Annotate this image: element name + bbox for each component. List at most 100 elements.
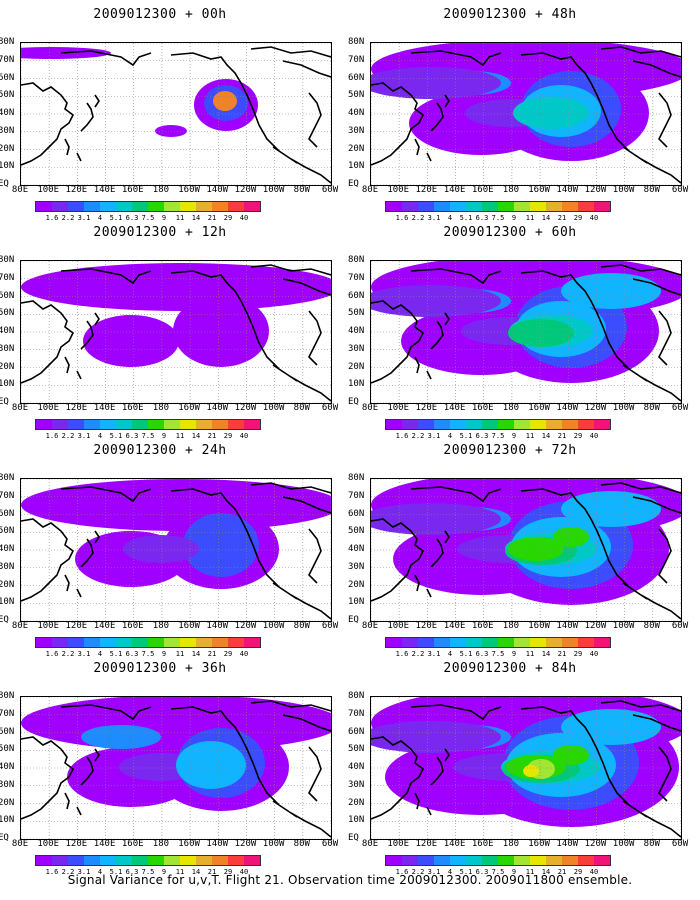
lon-label: 60W (671, 839, 689, 849)
lon-label: 120W (234, 839, 257, 849)
colorbar-label: 14 (191, 650, 201, 658)
colorbar-swatch (562, 638, 578, 647)
colorbar-swatch (196, 202, 212, 211)
colorbar-swatch (514, 638, 530, 647)
colorbar-swatch (164, 420, 180, 429)
colorbar-label: 5.1 (459, 650, 473, 658)
lat-label: 10N (348, 161, 365, 172)
coastline (21, 482, 331, 620)
lat-label: 70N (348, 54, 365, 65)
lon-label: 100W (262, 185, 285, 195)
lat-label: EQ (348, 397, 359, 407)
variance-contour (155, 125, 187, 137)
colorbar-swatch (196, 420, 212, 429)
lon-label: 60W (671, 403, 689, 413)
colorbar-swatch (52, 856, 68, 865)
colorbar (385, 637, 611, 648)
colorbar-label: 29 (573, 432, 583, 440)
colorbar-label: 14 (541, 214, 551, 222)
colorbar-swatch (482, 202, 498, 211)
lat-label: 40N (0, 326, 15, 336)
colorbar-swatch (562, 202, 578, 211)
colorbar-swatch (498, 420, 514, 429)
colorbar-swatch (164, 856, 180, 865)
colorbar-swatch (132, 856, 148, 865)
colorbar-label: 11 (175, 650, 185, 658)
colorbar-swatch (482, 638, 498, 647)
colorbar-label: 29 (223, 868, 233, 876)
colorbar-label: 4 (447, 650, 453, 658)
lon-label: 80W (293, 403, 310, 413)
lat-label: 80N (348, 473, 365, 483)
lon-label: 160W (178, 403, 200, 413)
colorbar-swatch (530, 856, 546, 865)
colorbar-swatch (244, 856, 260, 865)
lon-label: 140E (443, 839, 466, 849)
lat-label: 60N (0, 290, 15, 301)
map-svg (21, 261, 331, 403)
lat-label: 40N (348, 762, 365, 772)
lon-label: 140E (93, 839, 116, 849)
colorbar-swatch (164, 638, 180, 647)
colorbar (385, 419, 611, 430)
lat-label: 80N (348, 37, 365, 47)
colorbar-label: 21 (557, 432, 567, 440)
colorbar-swatch (212, 638, 228, 647)
lon-label: 80E (361, 621, 379, 631)
colorbar-swatch (196, 856, 212, 865)
colorbar-swatch (546, 856, 562, 865)
lat-label: 40N (348, 326, 365, 336)
coastline (371, 482, 681, 620)
colorbar-label: 3.1 (77, 432, 91, 440)
colorbar-label: 11 (525, 432, 535, 440)
map-panel: 2009012300 + 12h 80N 70N 60N 50N 40N 30N 20N 10N… (0, 223, 338, 440)
colorbar-swatch (578, 638, 594, 647)
colorbar-swatch (418, 202, 434, 211)
lon-label: 180 (152, 839, 170, 849)
colorbar-swatch (196, 638, 212, 647)
colorbar-swatch (418, 420, 434, 429)
lon-label: 60W (671, 621, 689, 631)
lat-label: 10N (0, 815, 15, 826)
lon-label: 100W (612, 839, 635, 849)
colorbar-label: 11 (525, 868, 535, 876)
lon-label: 100E (387, 185, 410, 195)
colorbar-label: 7.5 (141, 650, 155, 658)
colorbar-label: 29 (573, 868, 583, 876)
colorbar-swatch (386, 420, 402, 429)
colorbar-label: 3.1 (427, 432, 441, 440)
lon-label: 60W (321, 185, 339, 195)
colorbar-label: 4 (97, 650, 103, 658)
variance-contour (508, 319, 574, 347)
lat-label: 20N (348, 361, 365, 372)
colorbar-label: 1.6 (45, 432, 59, 440)
lon-label: 160E (471, 185, 494, 195)
map-svg (371, 697, 681, 839)
colorbar-swatch (466, 638, 482, 647)
colorbar-label: 40 (239, 432, 249, 440)
variance-contour (561, 273, 661, 309)
colorbar-swatch (418, 856, 434, 865)
lon-label: 100E (387, 621, 410, 631)
lat-label: 10N (0, 597, 15, 608)
colorbar-swatch (36, 638, 52, 647)
colorbar-label: 5.1 (459, 868, 473, 876)
coastline (21, 264, 331, 402)
colorbar-swatch (148, 856, 164, 865)
lon-label: 160E (121, 839, 144, 849)
colorbar-swatch (132, 638, 148, 647)
variance-contour (561, 709, 661, 745)
variance-contour (508, 537, 564, 561)
lat-label: 40N (0, 108, 15, 118)
lat-label: EQ (0, 615, 9, 625)
lon-label: 60W (321, 621, 339, 631)
colorbar-swatch (530, 202, 546, 211)
panel-title: 2009012300 + 72h (443, 443, 577, 458)
lon-label: 80W (293, 839, 310, 849)
lat-label: 10N (0, 379, 15, 390)
lat-label: 70N (0, 708, 15, 719)
lat-label: 80N (0, 473, 15, 483)
lat-label: 70N (348, 272, 365, 283)
lon-label: 80E (11, 839, 29, 849)
lon-label: 140W (206, 621, 229, 631)
